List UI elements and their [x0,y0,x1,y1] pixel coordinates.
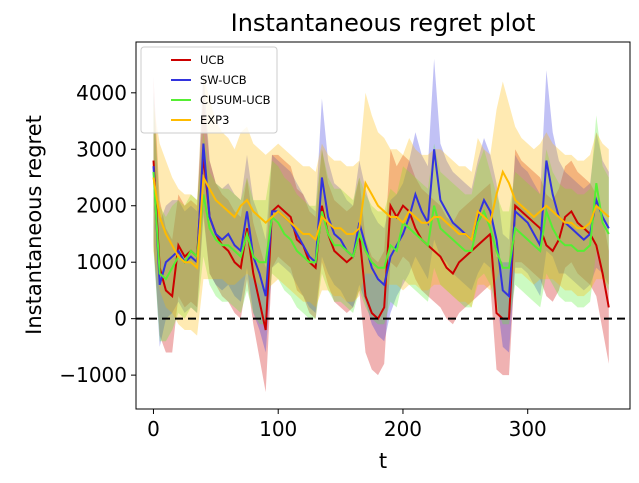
x-tick-label: 100 [259,417,297,441]
y-tick-label: 4000 [76,81,127,105]
x-axis-ticks: 0 100 200 300 [147,409,547,441]
y-tick-label: −1000 [59,363,127,387]
y-axis-label: Instantaneous regret [22,115,46,335]
y-tick-label: 1000 [76,250,127,274]
legend-label-ucb: UCB [200,53,224,67]
legend-box [140,46,278,134]
line-ucb [152,154,610,331]
line-sw-ucb [152,143,610,299]
x-tick-label: 200 [384,417,422,441]
series-lines [152,143,610,331]
legend-label-cusum-ucb: CUSUM-UCB [200,93,271,107]
chart-title: Instantaneous regret plot [231,9,536,37]
y-tick-label: 0 [114,307,127,331]
legend: UCB SW-UCB CUSUM-UCB EXP3 [140,46,278,134]
plot-frame [135,41,631,410]
y-tick-label: 3000 [76,137,127,161]
line-exp3 [152,169,610,270]
legend-label-exp3: EXP3 [200,113,229,127]
line-cusum-ucb [152,171,610,281]
x-axis-label: t [379,449,387,473]
y-axis-ticks: −1000 0 1000 2000 3000 4000 [59,81,136,387]
x-tick-label: 300 [509,417,547,441]
legend-label-sw-ucb: SW-UCB [200,73,247,87]
x-tick-label: 0 [147,417,160,441]
y-tick-label: 2000 [76,194,127,218]
